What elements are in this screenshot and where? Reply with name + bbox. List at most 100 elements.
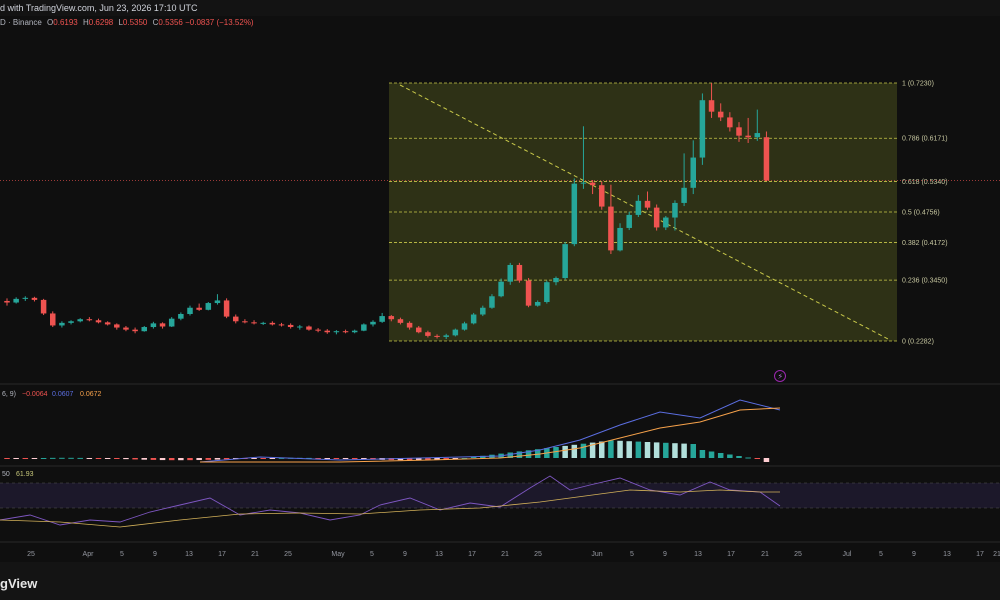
macd-histogram-bar xyxy=(315,458,321,459)
tradingview-logo: gView xyxy=(0,576,38,591)
fib-level-label: 0.786 (0.6171) xyxy=(902,136,948,143)
x-axis-tick-label: 17 xyxy=(218,551,226,558)
macd-histogram-bar xyxy=(159,458,166,461)
rsi-band xyxy=(0,483,1000,508)
macd-histogram-bar xyxy=(196,458,202,461)
open-value: 0.6193 xyxy=(53,18,78,27)
x-axis-tick-label: 13 xyxy=(943,551,951,558)
macd-histogram-bar xyxy=(114,458,120,459)
candle-body xyxy=(141,327,147,332)
publish-text: d with TradingView.com, Jun 23, 2026 17:… xyxy=(0,3,198,13)
candle-body xyxy=(196,307,202,310)
candle-body xyxy=(159,323,166,327)
candle-body xyxy=(132,329,138,332)
candle-body xyxy=(425,332,431,336)
macd-histogram-bar xyxy=(324,458,330,459)
x-axis-tick-label: 5 xyxy=(120,551,124,558)
macd-histogram-bar xyxy=(342,458,349,459)
candle-body xyxy=(763,137,770,181)
macd-histogram-bar xyxy=(754,458,761,459)
candle-body xyxy=(260,322,266,324)
candle-body xyxy=(315,329,321,331)
x-axis-tick-label: 13 xyxy=(694,551,702,558)
candle-body xyxy=(507,264,513,282)
macd-histogram-bar xyxy=(425,458,431,461)
candle-body xyxy=(534,301,541,306)
macd-histogram-bar xyxy=(681,443,687,458)
macd-histogram-bar xyxy=(59,457,65,459)
candle-body xyxy=(4,300,10,303)
macd-histogram-bar xyxy=(351,458,358,460)
price-chart[interactable]: 1 (0.7230) 0.786 (0.6171) 0.618 (0.5340) 0.… xyxy=(0,0,1000,562)
macd-histogram-bar xyxy=(168,458,175,461)
candle-body xyxy=(498,281,504,297)
macd-histogram-bar xyxy=(626,441,632,458)
macd-histogram-bar xyxy=(672,443,678,458)
candle-body xyxy=(388,316,395,320)
candle-body xyxy=(297,326,303,328)
macd-histogram-bar xyxy=(77,457,83,459)
candle-body xyxy=(114,324,120,328)
x-axis-tick-label: 25 xyxy=(534,551,542,558)
candle-body xyxy=(653,207,660,228)
macd-histogram-bar xyxy=(571,444,578,458)
macd-histogram-bar xyxy=(205,458,212,460)
macd-histogram-bar xyxy=(278,457,285,459)
candle-body xyxy=(690,157,696,188)
candle-body xyxy=(233,316,239,322)
candle-body xyxy=(516,264,523,281)
fib-trend-line xyxy=(399,84,891,341)
x-axis-tick-label: 17 xyxy=(468,551,476,558)
candle-body xyxy=(663,217,669,228)
candle-body xyxy=(681,187,687,203)
macd-histogram-bar xyxy=(525,450,532,458)
macd-histogram-bar xyxy=(443,458,449,460)
candle-body xyxy=(95,320,102,323)
candle-body xyxy=(717,111,724,118)
fib-level-label: 0.236 (0.3450) xyxy=(902,278,948,285)
candle-body xyxy=(77,319,83,322)
macd-histogram-bar xyxy=(608,440,614,458)
macd-histogram-bar xyxy=(269,458,276,459)
candle-body xyxy=(68,321,74,323)
candle-body xyxy=(754,133,761,138)
candle-body xyxy=(333,331,340,333)
candle-body xyxy=(736,127,742,136)
candle-body xyxy=(361,324,367,331)
candle-body xyxy=(699,100,706,158)
macd-histogram-bar xyxy=(507,452,513,458)
candle-body xyxy=(470,314,477,324)
macd-histogram-bar xyxy=(617,440,623,458)
macd-histogram-bar xyxy=(22,458,29,459)
macd-histogram-bar xyxy=(534,449,541,458)
macd-histogram-bar xyxy=(599,441,605,458)
x-axis-tick-label: 9 xyxy=(912,551,916,558)
rsi-ma-line xyxy=(0,489,780,528)
candle-body xyxy=(287,324,294,328)
candle-body xyxy=(150,323,157,328)
candle-body xyxy=(452,329,459,336)
fib-level-label: 1 (0.7230) xyxy=(902,81,934,88)
footer-bar xyxy=(0,562,1000,600)
macd-histogram-bar xyxy=(150,458,157,460)
candle-body xyxy=(672,202,678,218)
fib-level-label: 0.382 (0.4172) xyxy=(902,240,948,247)
candle-body xyxy=(525,280,532,306)
x-axis-tick-label: 25 xyxy=(27,551,35,558)
candle-body xyxy=(553,278,559,283)
candle-body xyxy=(22,297,29,299)
candle-body xyxy=(544,282,550,302)
macd-histogram-bar xyxy=(397,458,404,461)
x-axis-tick-label: 21 xyxy=(993,551,1000,558)
macd-histogram-bar xyxy=(416,458,422,461)
candle-body xyxy=(278,324,285,326)
publish-banner: d with TradingView.com, Jun 23, 2026 17:… xyxy=(0,0,1000,16)
candle-body xyxy=(480,307,486,315)
candle-body xyxy=(269,322,276,325)
candle-body xyxy=(635,200,642,215)
macd-histogram-bar xyxy=(470,456,477,458)
macd-histogram-bar xyxy=(516,451,523,458)
candle-body xyxy=(416,327,422,333)
rsi-params: 50 xyxy=(2,471,10,478)
macd-histogram-bar xyxy=(708,451,715,458)
